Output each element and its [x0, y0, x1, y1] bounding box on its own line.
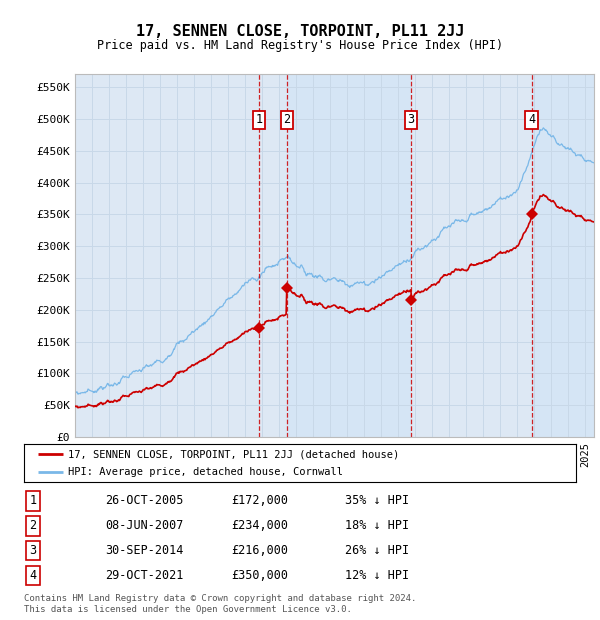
Text: 4: 4	[29, 569, 37, 582]
Text: This data is licensed under the Open Government Licence v3.0.: This data is licensed under the Open Gov…	[24, 604, 352, 614]
Text: HPI: Average price, detached house, Cornwall: HPI: Average price, detached house, Corn…	[68, 467, 343, 477]
Text: 3: 3	[407, 113, 415, 126]
Text: 1: 1	[29, 495, 37, 507]
Text: 35% ↓ HPI: 35% ↓ HPI	[345, 495, 409, 507]
Text: 1: 1	[256, 113, 263, 126]
Text: 18% ↓ HPI: 18% ↓ HPI	[345, 520, 409, 532]
Text: 4: 4	[528, 113, 535, 126]
Text: £350,000: £350,000	[231, 569, 288, 582]
Text: 29-OCT-2021: 29-OCT-2021	[105, 569, 184, 582]
Bar	[287, 74, 411, 437]
Text: 2: 2	[29, 520, 37, 532]
Text: £172,000: £172,000	[231, 495, 288, 507]
Text: 26-OCT-2005: 26-OCT-2005	[105, 495, 184, 507]
Text: 17, SENNEN CLOSE, TORPOINT, PL11 2JJ: 17, SENNEN CLOSE, TORPOINT, PL11 2JJ	[136, 24, 464, 38]
Text: 12% ↓ HPI: 12% ↓ HPI	[345, 569, 409, 582]
Text: 3: 3	[29, 544, 37, 557]
Bar	[532, 74, 594, 437]
Text: 17, SENNEN CLOSE, TORPOINT, PL11 2JJ (detached house): 17, SENNEN CLOSE, TORPOINT, PL11 2JJ (de…	[68, 450, 400, 459]
Text: 30-SEP-2014: 30-SEP-2014	[105, 544, 184, 557]
Text: 26% ↓ HPI: 26% ↓ HPI	[345, 544, 409, 557]
Text: £216,000: £216,000	[231, 544, 288, 557]
Text: Contains HM Land Registry data © Crown copyright and database right 2024.: Contains HM Land Registry data © Crown c…	[24, 593, 416, 603]
Text: Price paid vs. HM Land Registry's House Price Index (HPI): Price paid vs. HM Land Registry's House …	[97, 39, 503, 52]
Text: 08-JUN-2007: 08-JUN-2007	[105, 520, 184, 532]
Text: 2: 2	[283, 113, 290, 126]
Text: £234,000: £234,000	[231, 520, 288, 532]
